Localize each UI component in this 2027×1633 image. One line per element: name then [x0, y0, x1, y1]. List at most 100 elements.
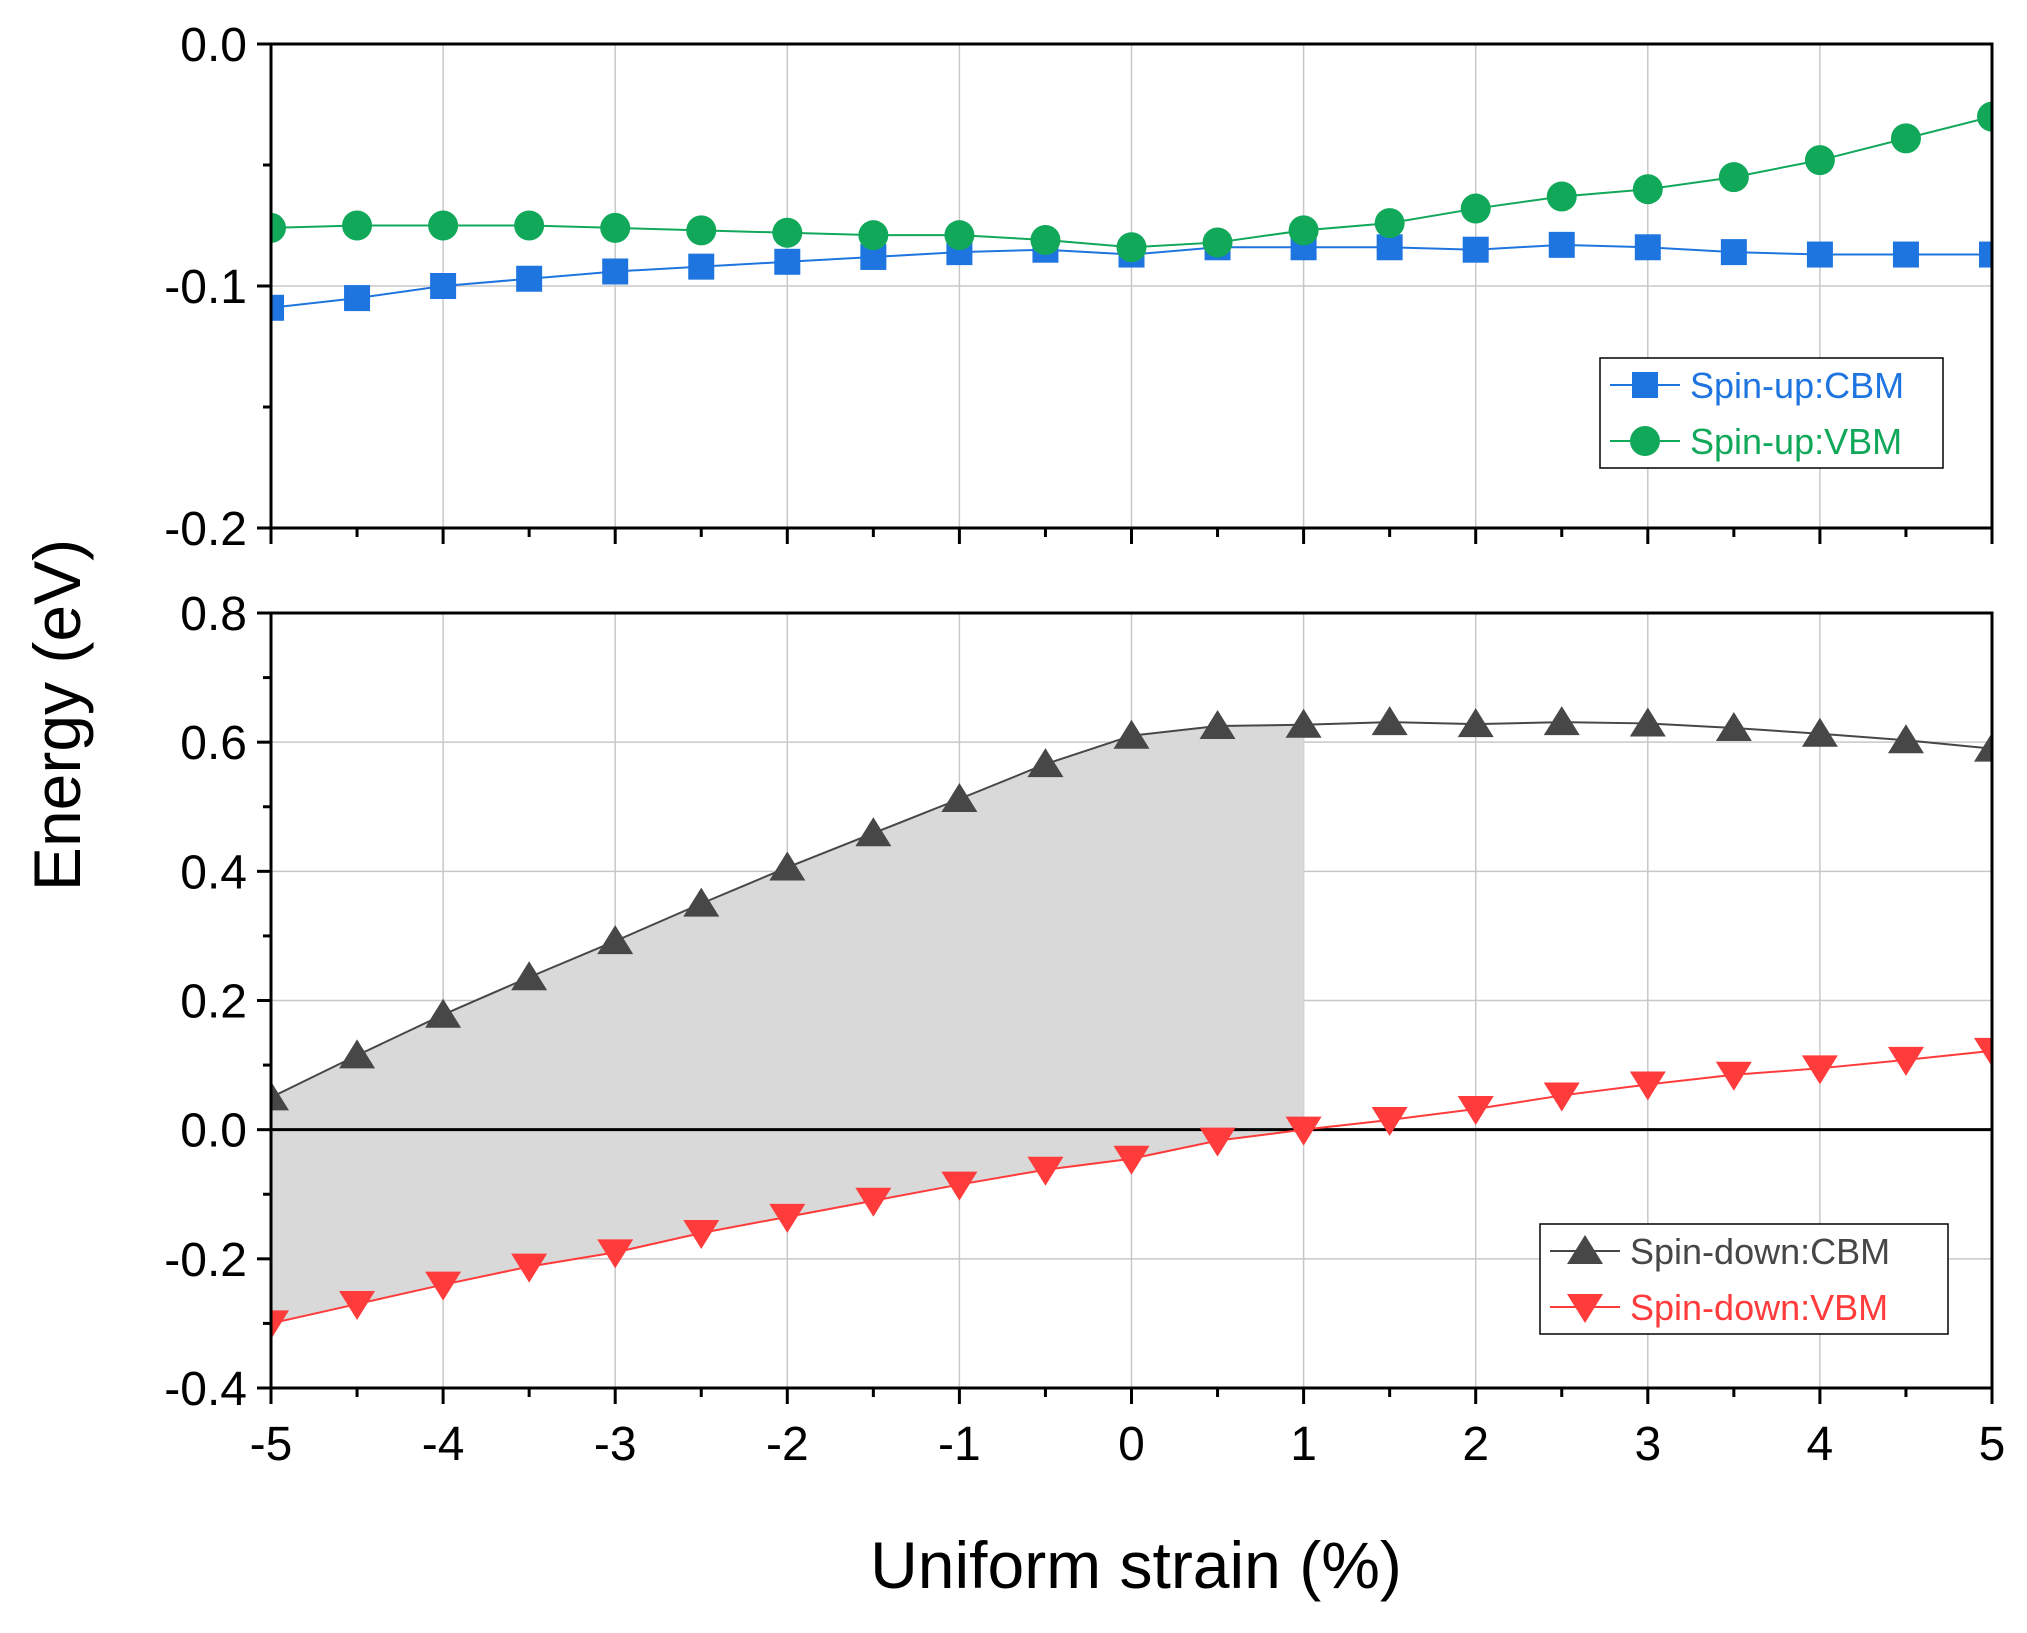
- spin-up-y-tick-label: -0.1: [164, 261, 247, 314]
- spin-up-point: [1890, 123, 1921, 154]
- spin-up-point: [1892, 241, 1919, 268]
- spin-up-point: [1288, 215, 1319, 246]
- spin-up-point: [1462, 236, 1489, 263]
- spin-up-point: [1634, 234, 1661, 261]
- spin-up-point: [772, 217, 803, 248]
- spin-down-point: [769, 1203, 806, 1233]
- x-tick-label: -5: [250, 1418, 293, 1471]
- spin-down-point: [855, 1187, 892, 1217]
- spin-down-point: [339, 1039, 376, 1069]
- spin-down-y-tick-label: 0.4: [180, 846, 247, 899]
- spin-up-point: [774, 248, 801, 275]
- spin-down-point: [511, 1253, 548, 1283]
- spin-down-point: [1457, 708, 1494, 738]
- y-axis-label: Energy (eV): [20, 539, 94, 891]
- spin-up-point: [430, 273, 457, 299]
- spin-down-point: [1371, 1106, 1408, 1136]
- spin-up-point: [600, 212, 631, 243]
- spin-up-point: [428, 210, 459, 241]
- spin-down-legend-label: Spin-down:VBM: [1630, 1287, 1888, 1328]
- spin-up-legend-marker: [1632, 372, 1658, 398]
- spin-down-series-1: [271, 1037, 1992, 1340]
- spin-down-point: [1629, 1071, 1666, 1101]
- spin-down-point: [597, 925, 634, 955]
- spin-up-point: [1720, 239, 1747, 266]
- spin-up-point: [1632, 174, 1663, 205]
- spin-down-point: [1974, 732, 1992, 762]
- spin-down-point: [425, 998, 462, 1028]
- spin-down-point: [1027, 748, 1064, 778]
- spin-up-point: [342, 210, 373, 241]
- spin-down-point: [271, 1081, 289, 1111]
- spin-up-point: [686, 215, 717, 246]
- spin-down-point: [1887, 724, 1924, 754]
- spin-down-point: [271, 1310, 289, 1340]
- spin-up-legend-label: Spin-up:CBM: [1690, 365, 1904, 406]
- spin-down-y-tick-label: 0.0: [180, 1105, 247, 1158]
- spin-up-point: [1116, 232, 1147, 263]
- spin-down-point: [1715, 1061, 1752, 1091]
- spin-down-point: [1457, 1096, 1494, 1125]
- spin-up-legend-marker: [1630, 426, 1660, 456]
- spin-up-series-1: [271, 101, 1992, 263]
- x-tick-label: 2: [1462, 1418, 1489, 1471]
- spin-down-gap-region: [271, 724, 1304, 1324]
- spin-down-point: [1887, 1046, 1924, 1076]
- spin-down-point: [1113, 1145, 1150, 1175]
- spin-up-point: [1374, 208, 1405, 239]
- spin-down-legend-label: Spin-down:CBM: [1630, 1231, 1890, 1272]
- spin-up-point: [944, 220, 975, 251]
- x-tick-label: 4: [1807, 1418, 1834, 1471]
- spin-down-y-tick-label: -0.4: [164, 1363, 247, 1416]
- x-tick-label: 1: [1290, 1418, 1317, 1471]
- spin-up-point: [1460, 193, 1491, 224]
- spin-down-point: [597, 1239, 634, 1269]
- spin-up-point: [1806, 241, 1833, 268]
- x-tick-label: -2: [766, 1418, 809, 1471]
- x-tick-label: 5: [1979, 1418, 2006, 1471]
- spin-up-point: [271, 212, 286, 243]
- spin-down-point: [1199, 710, 1236, 740]
- spin-up-point: [602, 258, 629, 285]
- spin-up-y-tick-label: 0.0: [180, 19, 247, 72]
- spin-down-point: [339, 1291, 376, 1321]
- spin-down-point: [511, 961, 548, 991]
- spin-down-y-tick-label: 0.6: [180, 717, 247, 770]
- x-axis-label: Uniform strain (%): [870, 1528, 1402, 1602]
- spin-down-y-tick-label: -0.2: [164, 1234, 247, 1287]
- x-tick-label: 0: [1118, 1418, 1145, 1471]
- spin-up-legend-label: Spin-up:VBM: [1690, 421, 1902, 462]
- spin-down-point: [941, 1171, 978, 1201]
- spin-down-y-tick-label: 0.8: [180, 588, 247, 641]
- spin-down-legend-box: [1539, 1223, 1949, 1335]
- x-tick-label: 3: [1634, 1418, 1661, 1471]
- spin-down-point: [1113, 719, 1150, 749]
- spin-down-point: [1543, 706, 1580, 736]
- spin-up-point: [1030, 225, 1061, 256]
- x-tick-label: -3: [594, 1418, 637, 1471]
- spin-down-point: [855, 817, 892, 847]
- spin-down-legend-marker: [1567, 1294, 1603, 1323]
- spin-up-point: [516, 265, 543, 292]
- spin-down-point: [941, 783, 978, 812]
- spin-up-point: [271, 294, 284, 321]
- spin-up-point: [688, 253, 715, 280]
- spin-up-point: [1548, 231, 1575, 258]
- spin-up-point: [1718, 162, 1749, 193]
- spin-down-point: [1199, 1127, 1236, 1157]
- spin-down-point: [425, 1271, 462, 1301]
- spin-up-point: [344, 285, 371, 312]
- spin-down-point: [1974, 1037, 1992, 1067]
- spin-down-point: [1715, 711, 1752, 741]
- spin-down-point: [683, 887, 720, 917]
- spin-up-point: [1979, 241, 1992, 268]
- spin-down-point: [1371, 706, 1408, 736]
- spin-down-point: [1629, 707, 1666, 737]
- spin-down-point: [683, 1220, 720, 1249]
- spin-down-point: [1801, 717, 1838, 747]
- spin-down-point: [1285, 708, 1322, 738]
- spin-up-point: [1977, 101, 1992, 132]
- x-tick-label: -1: [938, 1418, 981, 1471]
- x-tick-label: -4: [422, 1418, 465, 1471]
- spin-down-point: [1801, 1055, 1838, 1085]
